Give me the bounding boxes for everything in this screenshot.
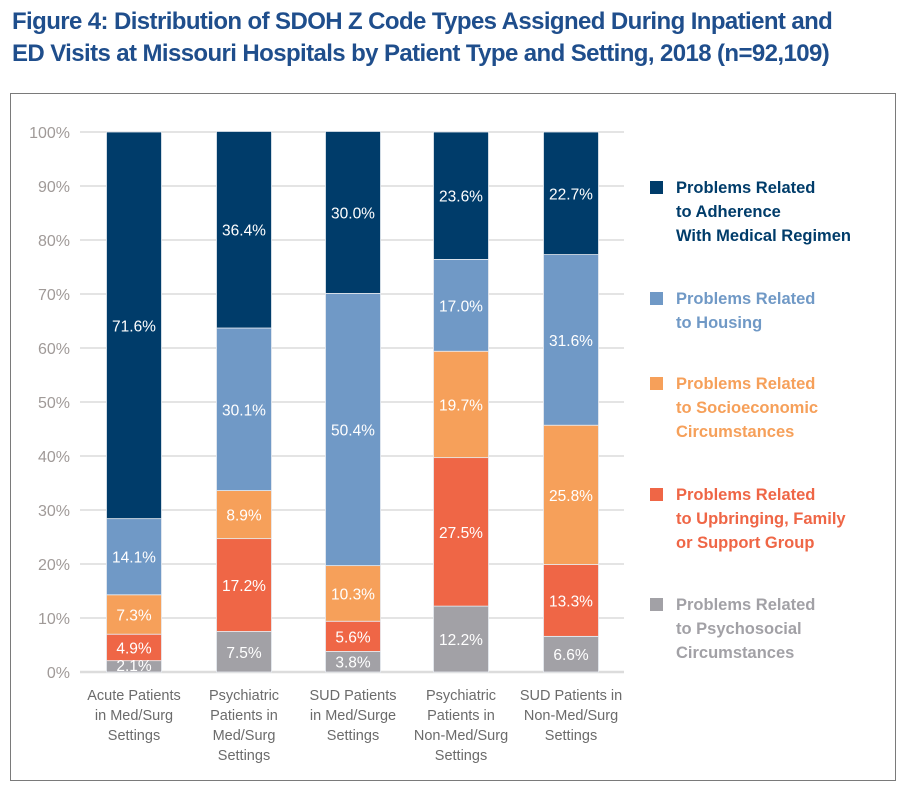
data-label: 31.6% xyxy=(549,333,593,350)
data-label: 6.6% xyxy=(553,647,589,664)
bar-segment xyxy=(433,457,489,607)
data-label: 71.6% xyxy=(112,318,156,335)
bar-segment xyxy=(543,254,599,426)
data-label: 10.3% xyxy=(331,586,375,603)
legend-swatch xyxy=(650,181,663,194)
x-tick-label: Acute Patients in Med/Surg Settings xyxy=(87,688,181,744)
data-label: 30.0% xyxy=(331,205,375,222)
segment-labels: 2.1%4.9% 7.3% 14.1% 71.6% 7.5% 17.2% 8.9% 30.1%… xyxy=(112,186,593,675)
bar-segment xyxy=(325,131,381,294)
chart-title-line-1: Figure 4: Distribution of SDOH Z Code Ty… xyxy=(12,8,833,35)
data-label: 27.5% xyxy=(439,525,483,542)
data-label: 50.4% xyxy=(331,423,375,440)
x-tick-label: Psychiatric Patients in Med/Surg Settings xyxy=(209,688,279,764)
y-tick-label: 0% xyxy=(47,665,70,682)
x-tick-label: SUD Patients in Med/Surge Settings xyxy=(309,688,396,744)
bar-segment xyxy=(433,259,489,352)
data-label: 12.2% xyxy=(439,632,483,649)
legend-swatch xyxy=(650,598,663,611)
data-label: 25.8% xyxy=(549,488,593,505)
bar-segment xyxy=(543,424,599,565)
data-label: 36.4% xyxy=(222,223,266,240)
bar-segment xyxy=(543,564,599,637)
bar-segment xyxy=(216,327,272,491)
bars xyxy=(106,131,599,673)
bar-segment xyxy=(216,631,272,673)
legend-label: Problems Related to Psychosocial Circums… xyxy=(676,596,816,662)
legend-label: Problems Related to Socioeconomic Circum… xyxy=(676,375,819,441)
x-axis-labels: Acute Patients in Med/Surg Settings Psychia… xyxy=(87,688,622,764)
chart-title-line-2: ED Visits at Missouri Hospitals by Patie… xyxy=(12,40,830,67)
bar-segment xyxy=(106,518,162,596)
bar-segment xyxy=(543,131,599,255)
legend-swatch xyxy=(650,488,663,501)
data-label: 5.6% xyxy=(335,629,371,646)
data-label: 17.2% xyxy=(222,578,266,595)
legend-label: Problems Related to Upbringing, Family o… xyxy=(676,486,846,552)
data-label: 22.7% xyxy=(549,186,593,203)
legend-swatch xyxy=(650,377,663,390)
legend-swatch xyxy=(650,292,663,305)
bar-segment xyxy=(325,565,381,622)
chart-title: Figure 4: Distribution of SDOH Z Code Ty… xyxy=(12,6,902,70)
bar-segment xyxy=(433,131,489,260)
chart-frame xyxy=(10,93,896,781)
y-tick-label: 90% xyxy=(38,179,70,196)
y-axis-ticks: 0% 10% 20% 30% 40% 50% 60% 70% 80% 90% 100% xyxy=(29,125,70,682)
data-label: 2.1% xyxy=(116,658,152,675)
data-label: 13.3% xyxy=(549,593,593,610)
data-label: 30.1% xyxy=(222,402,266,419)
x-tick-label: Psychiatric Patients in Non-Med/Surg Settin… xyxy=(414,688,508,764)
bar-segment xyxy=(106,594,162,635)
y-tick-label: 50% xyxy=(38,395,70,412)
legend-label: Problems Related to Housing xyxy=(676,290,816,332)
data-label: 19.7% xyxy=(439,397,483,414)
y-tick-label: 100% xyxy=(29,125,70,142)
data-label: 8.9% xyxy=(226,508,262,525)
data-label: 14.1% xyxy=(112,550,156,567)
bar-segment xyxy=(433,350,489,459)
bar-segment xyxy=(325,293,381,567)
y-tick-label: 20% xyxy=(38,557,70,574)
data-label: 4.9% xyxy=(116,640,152,657)
bar-segment xyxy=(216,131,272,329)
y-tick-label: 70% xyxy=(38,287,70,304)
data-label: 3.8% xyxy=(335,655,371,672)
y-tick-label: 40% xyxy=(38,449,70,466)
data-label: 7.5% xyxy=(226,645,262,662)
bar-segment xyxy=(106,131,162,520)
bar-segment xyxy=(433,605,489,673)
y-tick-label: 10% xyxy=(38,611,70,628)
legend-label: Problems Related to Adherence With Medic… xyxy=(676,179,851,245)
data-label: 17.0% xyxy=(439,298,483,315)
y-tick-label: 30% xyxy=(38,503,70,520)
data-label: 7.3% xyxy=(116,607,152,624)
y-tick-label: 80% xyxy=(38,233,70,250)
data-label: 23.6% xyxy=(439,189,483,206)
y-tick-label: 60% xyxy=(38,341,70,358)
x-tick-label: SUD Patients in Non-Med/Surg Settings xyxy=(520,688,622,744)
bar-segment xyxy=(216,538,272,632)
bar-segment xyxy=(106,633,162,662)
